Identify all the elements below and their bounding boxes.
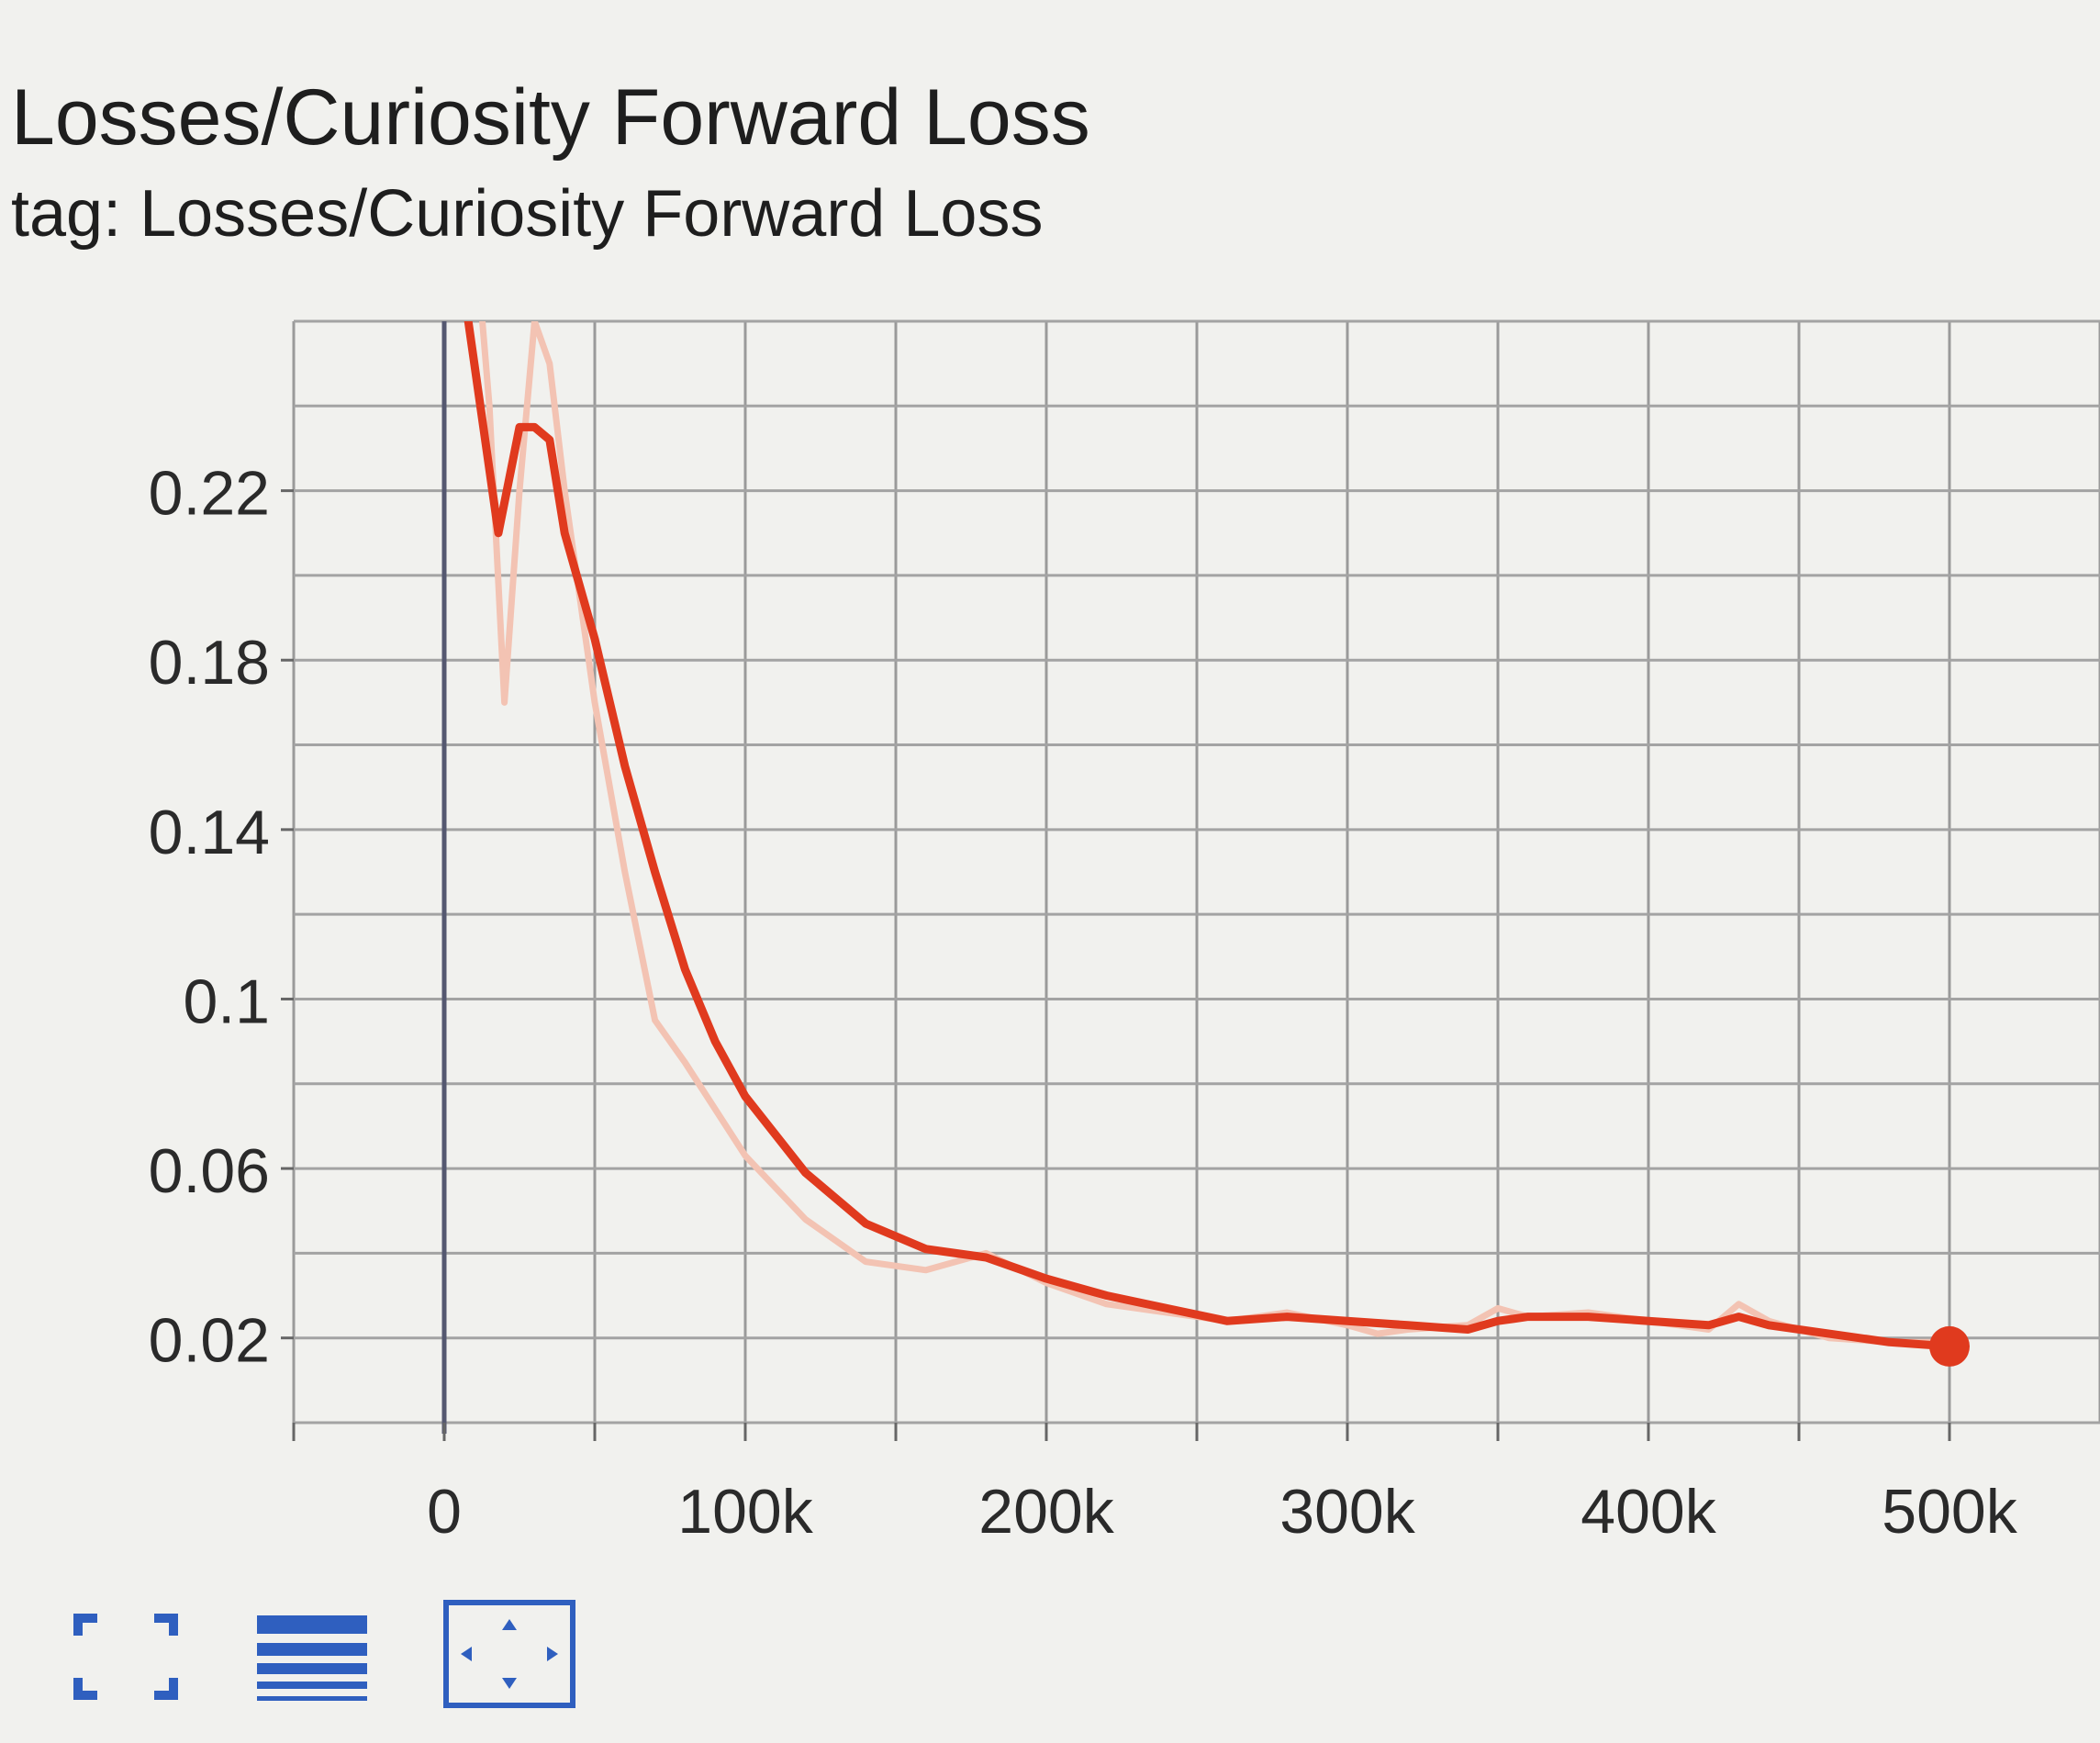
- series-line-smoothed: [464, 321, 1954, 1351]
- chart-toolbar: [64, 1597, 615, 1726]
- last-point-marker: [1929, 1325, 1970, 1367]
- x-tick-label: 500k: [1882, 1477, 2017, 1547]
- list-lines-icon[interactable]: [248, 1597, 385, 1716]
- series-line-raw: [479, 321, 1953, 1346]
- y-tick-label: 0.14: [149, 798, 270, 867]
- line-chart: 0.02 0.06 0.1 0.14 0.18 0.22 0 100k 200k 300k 400k…: [149, 319, 2100, 1547]
- x-tick-label: 0: [427, 1477, 462, 1547]
- y-tick-label: 0.22: [149, 459, 270, 529]
- x-tick-label: 200k: [978, 1477, 1114, 1547]
- y-tick-label: 0.18: [149, 628, 270, 698]
- x-tick-label: 100k: [677, 1477, 813, 1547]
- y-tick-label: 0.06: [149, 1136, 270, 1206]
- chart-title: Losses/Curiosity Forward Loss: [11, 73, 1090, 162]
- expand-icon[interactable]: [64, 1597, 202, 1716]
- y-tick-label: 0.1: [183, 966, 270, 1036]
- fit-domain-icon[interactable]: [441, 1597, 578, 1716]
- x-tick-label: 300k: [1279, 1477, 1415, 1547]
- chart-tag: tag: Losses/Curiosity Forward Loss: [11, 177, 1044, 251]
- x-tick-label: 400k: [1581, 1477, 1716, 1547]
- y-tick-label: 0.02: [149, 1306, 270, 1376]
